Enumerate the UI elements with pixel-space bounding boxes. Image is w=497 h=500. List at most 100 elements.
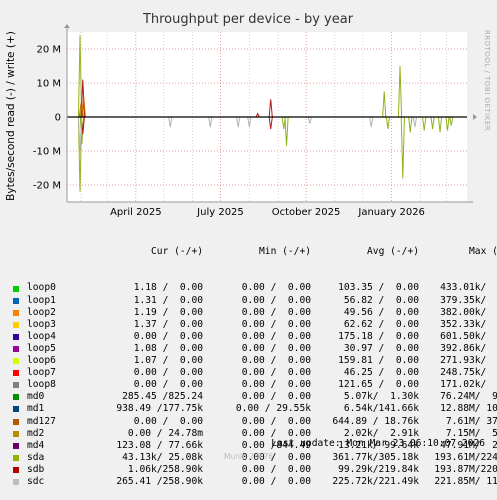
- legend-max: 392.86k/ 0.00: [440, 342, 487, 354]
- legend-min: 0.00 / 0.00: [241, 427, 311, 439]
- legend-avg: 225.72k/221.49k: [332, 475, 419, 487]
- legend-row-sda: sda 43.13k/ 25.08k 0.00 / 0.00 361.77k/305.…: [12, 452, 497, 464]
- legend-max: 352.33k/ 0.00: [440, 318, 487, 330]
- legend-cur: 1.31 / 0.00: [133, 294, 203, 306]
- legend-row-loop0: loop0 1.18 / 0.00 0.00 / 0.00 103.35 / 0.00…: [12, 282, 497, 294]
- legend-avg: 6.54k/141.66k: [343, 403, 419, 415]
- legend-min: 0.00 / 0.00: [241, 451, 311, 463]
- legend-swatch: [13, 321, 19, 328]
- legend-max: 221.85M/ 11.04M: [434, 475, 497, 487]
- legend-swatch: [13, 333, 19, 340]
- axis-layer: [64, 24, 477, 203]
- legend-cur: 1.06k/258.90k: [127, 463, 203, 475]
- legend-row-loop6: loop6 1.07 / 0.00 0.00 / 0.00 159.81 / 0.00…: [12, 355, 497, 367]
- legend-min: 0.00 / 0.00: [241, 463, 311, 475]
- legend-name: sdb: [27, 463, 45, 475]
- legend-avg: 62.62 / 0.00: [343, 318, 419, 330]
- last-update: Last update: Mon Mar 23 06:10:07 2026: [271, 438, 485, 449]
- legend-swatch: [13, 285, 19, 292]
- legend-cur: 938.49 /177.75k: [116, 403, 203, 415]
- legend-cur: 0.00 / 0.00: [133, 379, 203, 391]
- legend-avg: 175.18 / 0.00: [338, 330, 419, 342]
- legend-avg: 56.82 / 0.00: [343, 294, 419, 306]
- legend-min: 0.00 / 0.00: [241, 367, 311, 379]
- legend-max: 7.15M/ 5.98M: [445, 427, 497, 439]
- legend-name: sdc: [27, 475, 45, 487]
- legend-min: 0.00 / 0.00: [241, 475, 311, 487]
- legend-row-loop2: loop2 1.19 / 0.00 0.00 / 0.00 49.56 / 0.00 3…: [12, 307, 497, 319]
- legend-name: loop6: [27, 355, 56, 367]
- legend-avg: 2.02k/ 2.91k: [343, 427, 419, 439]
- legend-max: 76.24M/ 9.43M: [440, 391, 497, 403]
- y-tick-label: 10 M: [36, 79, 61, 90]
- legend-swatch: [13, 479, 19, 486]
- legend-avg: 5.07k/ 1.30k: [343, 391, 419, 403]
- x-tick-label: April 2025: [110, 207, 161, 218]
- legend-swatch: [13, 394, 19, 401]
- legend-avg: 13.21k/ 99.64k: [338, 439, 419, 451]
- legend-row-md1: md1 938.49 /177.75k 0.00 / 29.55k 6.54k/141…: [12, 403, 497, 415]
- legend-avg: 361.77k/305.18k: [332, 451, 419, 463]
- legend-avg: 644.89 / 18.76k: [332, 415, 419, 427]
- throughput-chart: Throughput per device - by year RRDTOOL …: [5, 12, 491, 219]
- legend-max: 379.35k/ 0.00: [440, 294, 487, 306]
- legend-avg: 103.35 / 0.00: [338, 282, 419, 294]
- legend-name: loop5: [27, 342, 56, 354]
- x-tick-label: January 2026: [357, 207, 425, 218]
- legend-max: 12.88M/ 10.87M: [440, 403, 497, 415]
- legend-name: loop2: [27, 306, 56, 318]
- legend-max: 193.61M/224.69M: [434, 451, 497, 463]
- legend-max: 382.00k/ 0.00: [440, 306, 487, 318]
- legend-name: md2: [27, 427, 45, 439]
- legend-min: 0.00 / 0.00: [241, 294, 311, 306]
- legend-avg: 159.81 / 0.00: [338, 355, 419, 367]
- legend-name: md4: [27, 439, 45, 451]
- legend-name: loop7: [27, 367, 56, 379]
- legend-cur: 43.13k/ 25.08k: [122, 451, 203, 463]
- legend-name: md1: [27, 403, 45, 415]
- legend-swatch: [13, 442, 19, 449]
- legend-cur: 0.00 / 0.00: [133, 367, 203, 379]
- legend-min: 0.00 / 0.00: [241, 282, 311, 294]
- legend-cur: 1.37 / 0.00: [133, 318, 203, 330]
- rrdtool-watermark: RRDTOOL / TOBI OETIKER: [483, 30, 491, 131]
- legend-min: 0.00 /844.49: [241, 439, 311, 451]
- legend-cur: 0.00 / 0.00: [133, 415, 203, 427]
- legend-min: 0.00 / 0.00: [241, 415, 311, 427]
- legend-avg: 30.97 / 0.00: [343, 342, 419, 354]
- legend-swatch: [13, 418, 19, 425]
- legend-max: 171.02k/ 0.00: [440, 379, 487, 391]
- legend-avg: 99.29k/219.84k: [338, 463, 419, 475]
- legend-row-loop5: loop5 1.08 / 0.00 0.00 / 0.00 30.97 / 0.00 3…: [12, 343, 497, 355]
- legend-row-loop1: loop1 1.31 / 0.00 0.00 / 0.00 56.82 / 0.00 3…: [12, 295, 497, 307]
- legend-row-loop4: loop4 0.00 / 0.00 0.00 / 0.00 175.18 / 0.00…: [12, 331, 497, 343]
- legend-cur: 285.45 /825.24: [122, 391, 203, 403]
- legend-max: 7.61M/ 37.06M: [445, 415, 497, 427]
- legend-row-sdb: sdb 1.06k/258.90k 0.00 / 0.00 99.29k/219.84…: [12, 464, 497, 476]
- legend-name: md127: [27, 415, 56, 427]
- legend-min: 0.00 / 0.00: [241, 391, 311, 403]
- y-axis-label: Bytes/second read (-) / write (+): [5, 31, 17, 201]
- tick-layer: April 2025 July 2025 October 2025 January 2…: [33, 45, 425, 219]
- legend-max: 248.75k/ 0.00: [440, 367, 487, 379]
- munin-version: Munin 2.0.76: [223, 452, 274, 461]
- legend-min: 0.00 / 0.00: [241, 330, 311, 342]
- legend-swatch: [13, 454, 19, 461]
- x-tick-label: October 2025: [272, 207, 341, 218]
- legend-cur: 1.19 / 0.00: [133, 306, 203, 318]
- legend-min: 0.00 / 0.00: [241, 342, 311, 354]
- legend-max: 193.87M/220.23M: [434, 463, 497, 475]
- y-axis-arrow: [64, 24, 70, 28]
- y-tick-label: -10 M: [33, 147, 61, 158]
- y-tick-label: 20 M: [36, 45, 61, 56]
- legend-swatch: [13, 466, 19, 473]
- legend-name: loop1: [27, 294, 56, 306]
- legend-row-loop3: loop3 1.37 / 0.00 0.00 / 0.00 62.62 / 0.00 3…: [12, 319, 497, 331]
- legend-name: loop3: [27, 318, 56, 330]
- legend-row-md127: md127 0.00 / 0.00 0.00 / 0.00 644.89 / 18.7…: [12, 416, 497, 428]
- legend-header: Cur (-/+) Min (-/+) Avg (-/+) Max (-/+): [12, 246, 497, 258]
- y-tick-label: 0: [55, 113, 61, 124]
- legend-min: 0.00 / 29.55k: [235, 403, 311, 415]
- x-tick-label: July 2025: [196, 207, 244, 218]
- legend-avg: 49.56 / 0.00: [343, 306, 419, 318]
